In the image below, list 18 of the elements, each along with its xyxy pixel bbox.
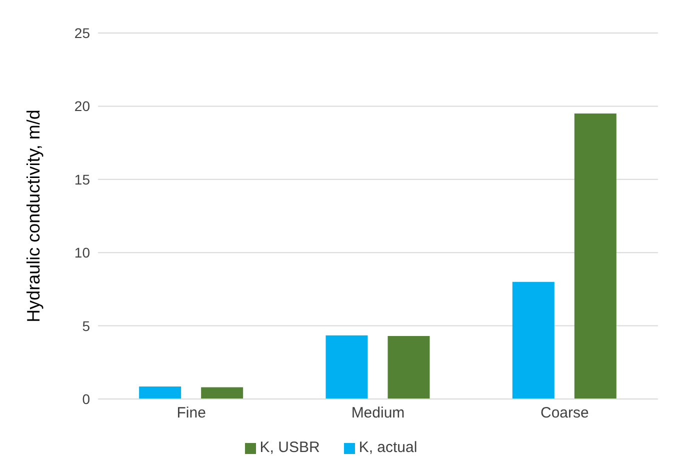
x-tick-label: Coarse: [540, 404, 589, 422]
y-tick-label: 5: [82, 318, 90, 334]
y-tick-label: 15: [74, 171, 90, 188]
bar: [139, 386, 182, 399]
y-tick-label: 0: [82, 390, 90, 407]
y-tick-label: 10: [74, 244, 90, 261]
y-tick-label: 20: [74, 98, 90, 114]
x-tick-label: Medium: [351, 404, 405, 422]
bar: [201, 387, 244, 399]
x-tick-label: Fine: [176, 404, 206, 422]
bar: [388, 336, 430, 399]
legend-label: K, USBR: [260, 439, 320, 456]
bar: [326, 335, 368, 399]
y-axis-title: Hydraulic conductivity, m/d: [23, 110, 44, 322]
y-tick-label: 25: [74, 24, 90, 41]
bar: [574, 114, 616, 399]
bar: [512, 282, 554, 399]
legend-label: K, actual: [358, 439, 418, 456]
